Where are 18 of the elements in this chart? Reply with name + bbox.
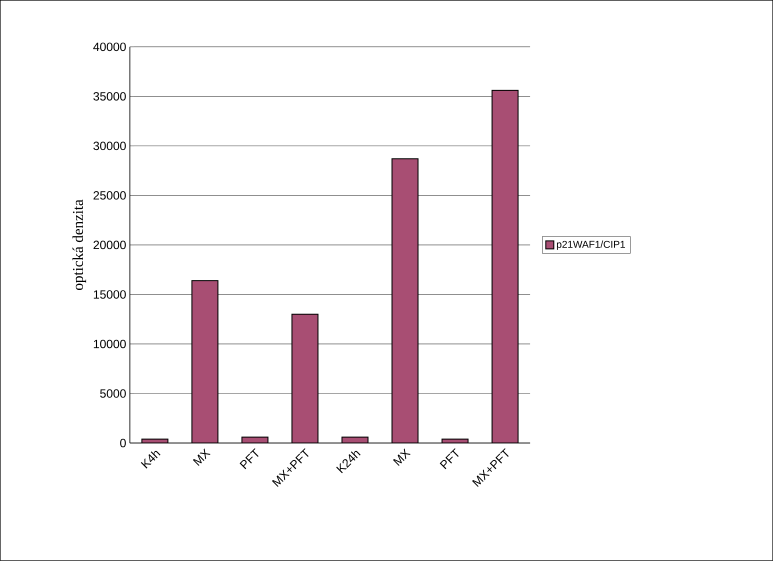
y-tick-label: 25000 <box>94 191 126 200</box>
y-tick-label: 15000 <box>94 290 126 299</box>
y-tick-label: 40000 <box>93 42 126 52</box>
x-tick-label: K4h <box>140 450 160 469</box>
y-axis-title: optická denzita <box>72 200 86 290</box>
bar <box>291 314 318 444</box>
y-tick-label: 10000 <box>94 340 126 348</box>
y-tick-label: 30000 <box>93 142 126 150</box>
x-tick-label: MX <box>392 448 411 466</box>
y-tick-label: 20000 <box>94 240 126 250</box>
bar <box>492 90 519 444</box>
y-tick-label: 0 <box>120 438 126 448</box>
x-tick-label: MX <box>192 448 211 466</box>
bar <box>191 280 218 444</box>
y-tick-label: 5000 <box>100 389 126 398</box>
y-tick-label: 35000 <box>93 92 126 101</box>
legend-label: p21WAF1/CIP1 <box>556 240 625 250</box>
bar <box>392 158 419 444</box>
